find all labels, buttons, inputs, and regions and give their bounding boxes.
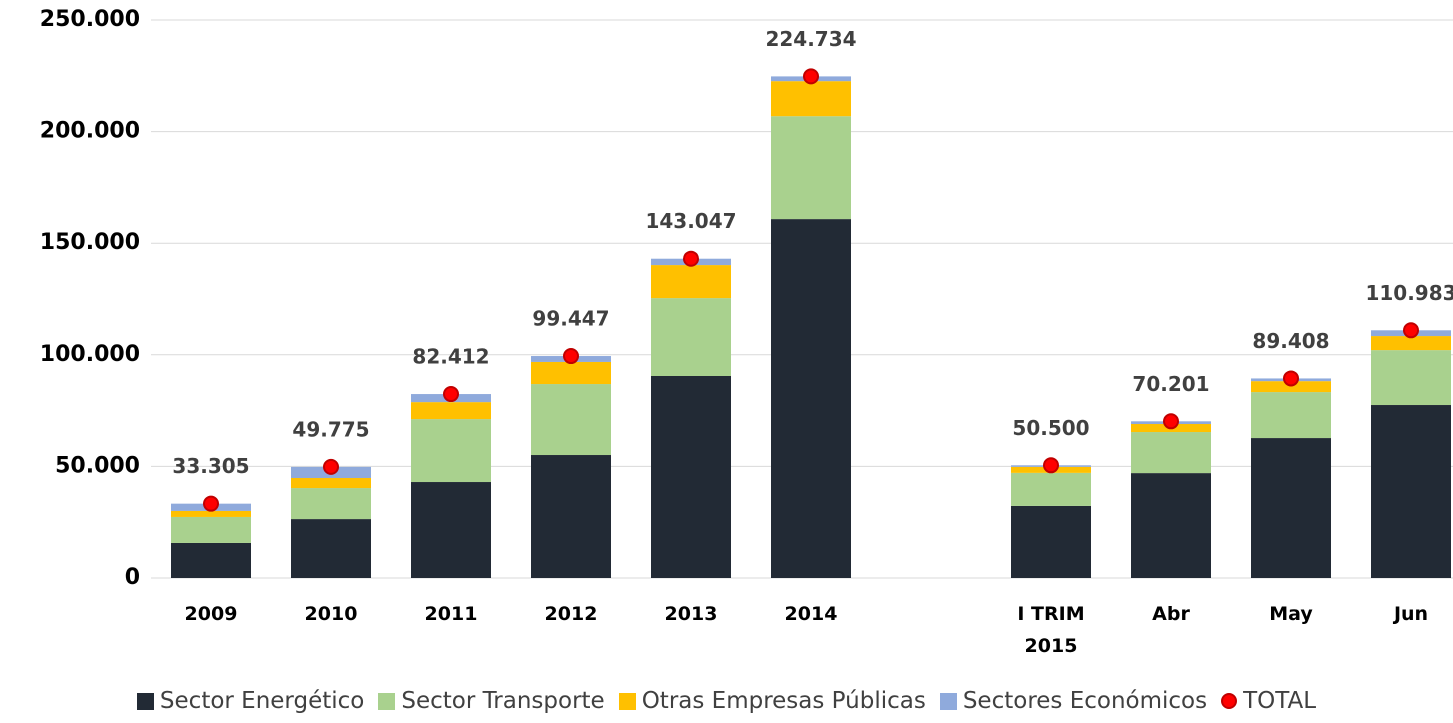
bar-segment bbox=[771, 81, 851, 117]
bar-segment bbox=[171, 542, 251, 578]
x-tick-label: 2014 bbox=[784, 603, 838, 625]
y-tick-label: 50.000 bbox=[55, 453, 140, 478]
x-tick-label: I TRIM 2015 bbox=[1017, 603, 1085, 657]
data-label: 110.983 bbox=[1365, 281, 1453, 305]
legend-item: Sector Energético bbox=[136, 688, 365, 714]
data-label: 82.412 bbox=[412, 345, 489, 369]
x-tick-label: 2010 bbox=[304, 603, 358, 625]
x-tick-label: May bbox=[1269, 603, 1313, 625]
data-label: 224.734 bbox=[765, 27, 856, 51]
legend-label: Otras Empresas Públicas bbox=[641, 688, 926, 714]
legend-item: Sectores Económicos bbox=[939, 688, 1208, 714]
legend-label: Sectores Económicos bbox=[962, 688, 1208, 714]
bar-segment bbox=[1011, 505, 1091, 578]
legend-label: Sector Transporte bbox=[401, 688, 605, 714]
bar-segment bbox=[1251, 438, 1331, 578]
bar-segment bbox=[1131, 473, 1211, 578]
total-marker bbox=[1163, 413, 1179, 430]
total-marker bbox=[1403, 322, 1419, 339]
bar-segment bbox=[411, 419, 491, 483]
y-tick-label: 150.000 bbox=[40, 230, 140, 255]
total-marker bbox=[803, 68, 819, 85]
bar-segment bbox=[171, 516, 251, 543]
legend-label: Sector Energético bbox=[159, 688, 365, 714]
data-label: 143.047 bbox=[645, 209, 736, 233]
bar-segment bbox=[291, 478, 371, 489]
x-tick-label: Abr bbox=[1152, 603, 1190, 625]
data-label: 50.500 bbox=[1012, 416, 1089, 440]
data-label: 70.201 bbox=[1132, 372, 1209, 396]
bar-segment bbox=[1251, 381, 1331, 393]
legend-swatch bbox=[939, 692, 957, 710]
bar-segment bbox=[531, 455, 611, 578]
bar-segment bbox=[411, 402, 491, 420]
bar-segment bbox=[651, 265, 731, 299]
bar-segment bbox=[411, 482, 491, 578]
bar-segment bbox=[291, 519, 371, 578]
legend-item: Sector Transporte bbox=[378, 688, 605, 714]
legend-swatch bbox=[378, 692, 396, 710]
y-tick-label: 100.000 bbox=[40, 342, 140, 367]
bar-segment bbox=[771, 219, 851, 578]
total-marker bbox=[203, 495, 219, 512]
x-tick-label: 2011 bbox=[424, 603, 478, 625]
data-label: 33.305 bbox=[172, 454, 249, 478]
bar-segment bbox=[1371, 405, 1451, 578]
bar-segment bbox=[531, 384, 611, 456]
data-label: 49.775 bbox=[292, 417, 369, 441]
plot: 0 50.000 100.000 150.000 200.000 250.000 33.30… bbox=[40, 7, 1453, 590]
x-tick-label: 2009 bbox=[184, 603, 238, 625]
x-tick-label: 2013 bbox=[664, 603, 718, 625]
total-marker bbox=[1283, 370, 1299, 387]
total-marker bbox=[1043, 457, 1059, 474]
bar-segment bbox=[291, 488, 371, 520]
total-marker bbox=[323, 458, 339, 475]
bar-segment bbox=[771, 116, 851, 220]
bar-segment bbox=[531, 361, 611, 385]
data-label: 99.447 bbox=[532, 307, 609, 331]
bar-segment bbox=[651, 298, 731, 377]
total-marker bbox=[443, 386, 459, 403]
x-tick-label: Jun bbox=[1393, 603, 1429, 625]
bar-segment bbox=[171, 510, 251, 517]
legend-item: Otras Empresas Públicas bbox=[618, 688, 926, 714]
legend-swatch bbox=[618, 692, 636, 710]
bar-segment bbox=[1131, 432, 1211, 474]
legend-swatch bbox=[136, 692, 154, 710]
bar-segment bbox=[1371, 350, 1451, 406]
total-marker bbox=[683, 250, 699, 267]
y-tick-label: 0 bbox=[125, 565, 140, 590]
bar-segment bbox=[651, 376, 731, 578]
legend-item: TOTAL bbox=[1221, 688, 1316, 714]
bar-segment bbox=[1011, 472, 1091, 506]
legend: Sector Energético Sector Transporte Otras … bbox=[0, 688, 1453, 714]
y-tick-label: 200.000 bbox=[40, 119, 140, 144]
bar-segment bbox=[1371, 336, 1451, 351]
bar-segment bbox=[1251, 392, 1331, 439]
total-marker bbox=[563, 348, 579, 365]
legend-label: TOTAL bbox=[1243, 688, 1317, 714]
x-tick-label: 2012 bbox=[544, 603, 598, 625]
legend-swatch bbox=[1221, 693, 1238, 709]
y-tick-label: 250.000 bbox=[40, 7, 140, 32]
data-label: 89.408 bbox=[1252, 329, 1329, 353]
